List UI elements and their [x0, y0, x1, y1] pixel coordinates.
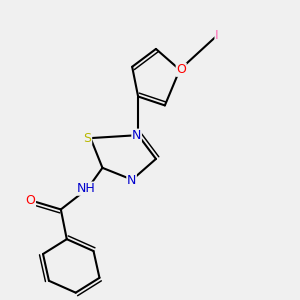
Text: O: O	[26, 194, 35, 207]
Text: N: N	[127, 174, 136, 187]
Text: O: O	[176, 63, 186, 76]
Text: N: N	[132, 129, 141, 142]
Text: S: S	[84, 132, 92, 145]
Text: NH: NH	[77, 182, 95, 195]
Text: I: I	[215, 29, 219, 42]
